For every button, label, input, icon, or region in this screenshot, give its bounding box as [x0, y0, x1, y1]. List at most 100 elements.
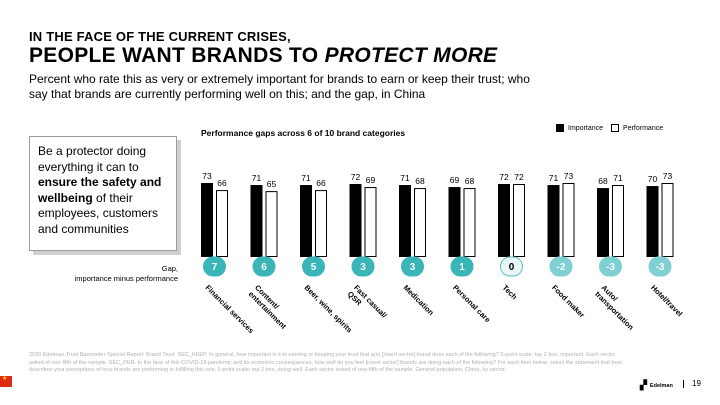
legend: Importance Performance: [556, 124, 671, 132]
legend-performance: Performance: [611, 124, 663, 132]
performance-bar: [513, 184, 525, 257]
category-label-line: Financial services: [204, 283, 256, 335]
callout-bold: ensure the safety and wellbeing: [38, 175, 162, 205]
importance-bar: [201, 183, 213, 257]
legend-importance-label: Importance: [568, 124, 604, 132]
performance-value-label: 72: [514, 172, 524, 182]
performance-value-label: 73: [564, 171, 574, 181]
importance-bar: [547, 185, 560, 257]
page-number-value: 19: [692, 379, 701, 388]
importance-value-label: 68: [598, 176, 608, 186]
importance-value-label: 71: [400, 173, 410, 183]
gap-value: 3: [410, 262, 416, 273]
headline-main: PEOPLE WANT BRANDS TO: [29, 44, 325, 67]
gap-badge: [599, 256, 622, 277]
category-label: Medication: [402, 283, 436, 317]
category-label-line: Hotel/travel: [649, 283, 684, 318]
importance-value-label: 71: [252, 173, 262, 183]
gap-badge: [302, 256, 325, 277]
importance-bar: [300, 185, 312, 257]
callout-pre: Be a protector doing everything it can t…: [38, 144, 147, 174]
subtitle: Percent who rate this as very or extreme…: [29, 72, 530, 101]
category-label: Fast casual/QSR: [346, 283, 390, 327]
importance-value-label: 72: [351, 172, 361, 182]
category-label: Food maker: [550, 283, 586, 319]
importance-bar: [498, 184, 510, 257]
china-flag-icon: ★: [0, 376, 12, 387]
callout-box: Be a protector doing everything it can t…: [29, 136, 177, 251]
edelman-logo-icon: ▞: [640, 380, 647, 390]
importance-value-label: 69: [450, 175, 460, 185]
gap-label: Gap, importance minus performance: [40, 264, 178, 284]
importance-bar: [597, 188, 609, 257]
performance-value-label: 69: [366, 175, 376, 185]
gap-value: 0: [509, 262, 515, 273]
footnote: 2020 Edelman Trust Barometer Special Rep…: [29, 352, 622, 373]
legend-importance-swatch: [556, 124, 564, 132]
importance-value-label: 72: [499, 172, 509, 182]
gap-label-line1: Gap,: [161, 264, 178, 273]
performance-bar: [265, 191, 278, 257]
performance-bar: [364, 187, 377, 257]
category-label: Content/entertainment: [247, 283, 295, 331]
performance-bar: [216, 190, 228, 257]
gap-badge: [648, 256, 672, 277]
gap-badge: [500, 256, 523, 277]
legend-importance: Importance: [556, 124, 603, 132]
category-label-line: Personal care: [451, 283, 492, 324]
importance-bar: [399, 185, 411, 257]
performance-value-label: 66: [316, 178, 326, 188]
importance-bar: [349, 184, 362, 257]
gap-value: 5: [311, 262, 317, 273]
category-label: Auto/transportation: [593, 283, 642, 332]
performance-bar: [315, 190, 327, 257]
performance-bar: [414, 188, 426, 257]
gap-value: 3: [360, 262, 366, 273]
importance-value-label: 71: [301, 173, 311, 183]
category-label: Tech: [501, 283, 520, 302]
gap-value: -3: [656, 262, 665, 273]
gap-badge: [450, 256, 474, 277]
performance-bar: [562, 183, 575, 257]
gap-value: 6: [261, 262, 267, 273]
gap-value: -3: [606, 262, 615, 273]
performance-value-label: 65: [267, 179, 277, 189]
performance-value-label: 71: [613, 173, 623, 183]
category-label: Beer, wine, spirits: [303, 283, 354, 334]
importance-bar: [646, 186, 659, 257]
gap-value: 1: [459, 262, 465, 273]
gap-value: -2: [557, 262, 566, 273]
brand-name: Edelman: [649, 382, 673, 389]
importance-value-label: 70: [648, 174, 658, 184]
category-label: Personal care: [451, 283, 492, 324]
gap-badge: [549, 256, 573, 277]
brand-logo: ▞ Edelman: [640, 380, 673, 391]
kicker: IN THE FACE OF THE CURRENT CRISES,: [29, 29, 291, 44]
importance-bar: [448, 187, 461, 257]
headline: PEOPLE WANT BRANDS TO PROTECT MORE: [29, 44, 497, 68]
chart-title: Performance gaps across 6 of 10 brand ca…: [201, 128, 406, 138]
performance-value-label: 66: [217, 178, 227, 188]
page-number: 19: [683, 379, 701, 388]
gap-badge: [401, 256, 424, 277]
performance-bar: [612, 185, 624, 258]
importance-bar: [250, 185, 263, 257]
category-label: Financial services: [204, 283, 256, 335]
performance-value-label: 68: [415, 176, 425, 186]
gap-value: 7: [212, 262, 218, 273]
performance-value-label: 73: [663, 171, 673, 181]
performance-bar: [463, 188, 476, 257]
importance-value-label: 73: [202, 171, 212, 181]
category-label: Hotel/travel: [649, 283, 684, 318]
gap-badge: [351, 256, 375, 277]
performance-bar: [661, 183, 674, 257]
category-label-line: Medication: [402, 283, 436, 317]
importance-value-label: 71: [549, 173, 559, 183]
callout-post: of their employees, customers and commun…: [38, 190, 159, 236]
gap-label-line2: importance minus performance: [74, 274, 178, 283]
headline-emphasis: PROTECT MORE: [324, 44, 498, 67]
category-label-line: Beer, wine, spirits: [303, 283, 354, 334]
gap-badge: [203, 256, 226, 277]
category-label-line: Food maker: [550, 283, 586, 319]
